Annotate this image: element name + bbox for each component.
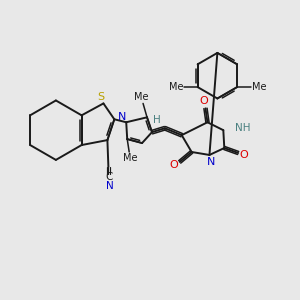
Text: O: O	[169, 160, 178, 170]
Text: O: O	[199, 97, 208, 106]
Text: N: N	[207, 157, 216, 167]
Text: O: O	[240, 150, 248, 160]
Text: Me: Me	[169, 82, 183, 92]
Text: H: H	[153, 115, 161, 125]
Text: S: S	[97, 92, 104, 103]
Text: Me: Me	[252, 82, 266, 92]
Text: Me: Me	[134, 92, 148, 101]
Text: NH: NH	[235, 123, 251, 133]
Text: C: C	[106, 172, 113, 182]
Text: N: N	[118, 112, 126, 122]
Text: N: N	[106, 181, 113, 191]
Text: Me: Me	[123, 153, 137, 163]
